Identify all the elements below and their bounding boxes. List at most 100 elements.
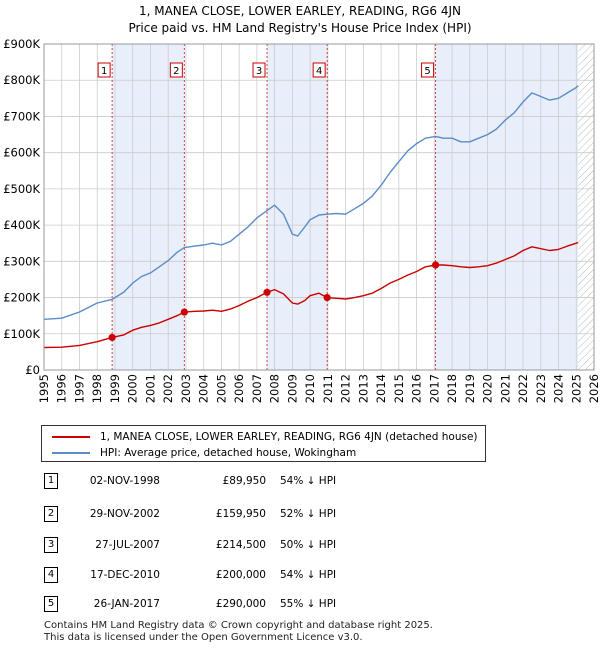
y-tick-label: £700K: [3, 109, 40, 123]
sale-price: £214,500: [215, 539, 266, 551]
sale-number-box: 1: [97, 62, 111, 78]
x-tick-label: 2017: [427, 374, 441, 403]
x-tick-label: 2026: [587, 374, 600, 403]
x-tick-label: 1996: [55, 374, 69, 403]
sale-date: 29-NOV-2002: [89, 508, 160, 520]
sale-price: £200,000: [215, 569, 266, 581]
sale-number-box-frame: [169, 62, 183, 78]
sale-hpi-diff: 55% ↓ HPI: [280, 598, 337, 610]
sale-number-badge: 1: [44, 473, 58, 489]
x-tick-label: 2024: [552, 374, 566, 403]
y-tick-label: £900K: [3, 37, 40, 51]
footer-licence: This data is licensed under the Open Gov…: [44, 632, 363, 643]
x-tick-label: 2000: [126, 374, 140, 403]
chart-legend: 1, MANEA CLOSE, LOWER EARLEY, READING, R…: [41, 425, 486, 462]
x-tick-label: 2010: [303, 374, 317, 403]
chart-title: 1, MANEA CLOSE, LOWER EARLEY, READING, R…: [138, 4, 462, 18]
legend-label-property: 1, MANEA CLOSE, LOWER EARLEY, READING, R…: [100, 431, 478, 443]
sale-number-box: 2: [169, 62, 183, 78]
sale-number-label: 4: [316, 66, 322, 77]
y-tick-label: £600K: [3, 146, 40, 160]
x-tick-label: 2003: [179, 374, 193, 403]
x-tick-label: 2005: [214, 374, 228, 403]
sale-number-label: 1: [101, 66, 107, 77]
sale-number-box: 3: [252, 62, 266, 78]
x-tick-label: 2019: [463, 374, 477, 403]
x-tick-label: 2022: [516, 374, 530, 403]
sale-point: [180, 308, 188, 316]
x-tick-label: 1997: [72, 374, 86, 403]
sale-date: 02-NOV-1998: [89, 475, 160, 487]
legend-line-property: [52, 436, 90, 438]
sale-number-box: 4: [312, 62, 326, 78]
sale-point: [263, 288, 271, 296]
table-row: 3 27-JUL-2007 £214,500 50% ↓ HPI: [0, 537, 600, 557]
y-tick-label: £500K: [3, 182, 40, 196]
y-tick-label: £200K: [3, 291, 40, 305]
x-tick-label: 2016: [410, 374, 424, 403]
sale-number-label: 2: [173, 66, 179, 77]
x-tick-label: 2023: [534, 374, 548, 403]
sale-number-badge: 3: [44, 537, 58, 553]
sale-point: [108, 333, 116, 342]
shaded-range: [112, 44, 185, 370]
x-tick-label: 2015: [392, 374, 406, 403]
x-tick-label: 2012: [339, 374, 353, 403]
legend-label-hpi: HPI: Average price, detached house, Woki…: [100, 447, 357, 459]
x-tick-label: 2006: [232, 374, 246, 403]
sale-number-badge: 4: [44, 567, 58, 583]
x-tick-label: 2004: [197, 374, 211, 403]
sale-point: [323, 293, 331, 302]
sale-point: [431, 261, 440, 269]
sale-number-box-frame: [252, 62, 266, 78]
shaded-range: [435, 44, 579, 370]
sale-number-badge: 2: [44, 506, 58, 522]
footer-copyright: Contains HM Land Registry data © Crown c…: [44, 620, 433, 631]
sale-date: 17-DEC-2010: [90, 569, 160, 581]
plot-border: [43, 43, 595, 371]
x-tick-label: 2013: [356, 374, 370, 403]
sale-price: £290,000: [215, 598, 266, 610]
sale-hpi-diff: 52% ↓ HPI: [280, 508, 337, 520]
sale-number-box-frame: [97, 62, 111, 78]
sale-hpi-diff: 50% ↓ HPI: [280, 539, 337, 551]
sale-hpi-diff: 54% ↓ HPI: [280, 475, 337, 487]
table-row: 1 02-NOV-1998 £89,950 54% ↓ HPI: [0, 473, 600, 493]
sale-date: 26-JAN-2017: [93, 598, 160, 610]
table-row: 5 26-JAN-2017 £290,000 55% ↓ HPI: [0, 596, 600, 616]
x-tick-label: 1999: [108, 374, 122, 403]
sale-price: £89,950: [222, 475, 266, 487]
sale-price: £159,950: [215, 508, 266, 520]
x-tick-label: 2025: [569, 374, 583, 403]
y-tick-label: £400K: [3, 218, 40, 232]
x-tick-label: 2020: [481, 374, 495, 403]
y-tick-label: £0: [25, 363, 40, 377]
sale-number-label: 5: [424, 66, 430, 77]
forecast-hatch: [578, 44, 594, 370]
sale-number-badge: 5: [44, 596, 58, 612]
x-tick-label: 2009: [285, 374, 299, 403]
x-tick-label: 2011: [321, 374, 335, 403]
table-row: 4 17-DEC-2010 £200,000 54% ↓ HPI: [0, 567, 600, 587]
table-row: 2 29-NOV-2002 £159,950 52% ↓ HPI: [0, 506, 600, 526]
x-tick-label: 2018: [445, 374, 459, 403]
legend-item-property: 1, MANEA CLOSE, LOWER EARLEY, READING, R…: [52, 429, 478, 445]
legend-line-hpi: [52, 452, 90, 454]
hpi-series-line: [43, 85, 579, 320]
sale-number-box-frame: [312, 62, 326, 78]
x-tick-label: 2001: [143, 374, 157, 403]
x-tick-label: 2021: [498, 374, 512, 403]
sale-hpi-diff: 54% ↓ HPI: [280, 569, 337, 581]
sale-number-box: 5: [421, 62, 435, 78]
y-tick-label: £800K: [3, 73, 40, 87]
x-tick-label: 2002: [161, 374, 175, 403]
legend-item-hpi: HPI: Average price, detached house, Woki…: [52, 445, 356, 461]
x-tick-label: 1995: [37, 374, 51, 403]
sale-number-label: 3: [256, 66, 262, 77]
y-tick-label: £300K: [3, 254, 40, 268]
sale-number-box-frame: [421, 62, 435, 78]
x-tick-label: 2007: [250, 374, 264, 403]
y-tick-label: £100K: [3, 327, 40, 341]
x-tick-label: 1998: [90, 374, 104, 403]
x-tick-label: 2014: [374, 374, 388, 403]
